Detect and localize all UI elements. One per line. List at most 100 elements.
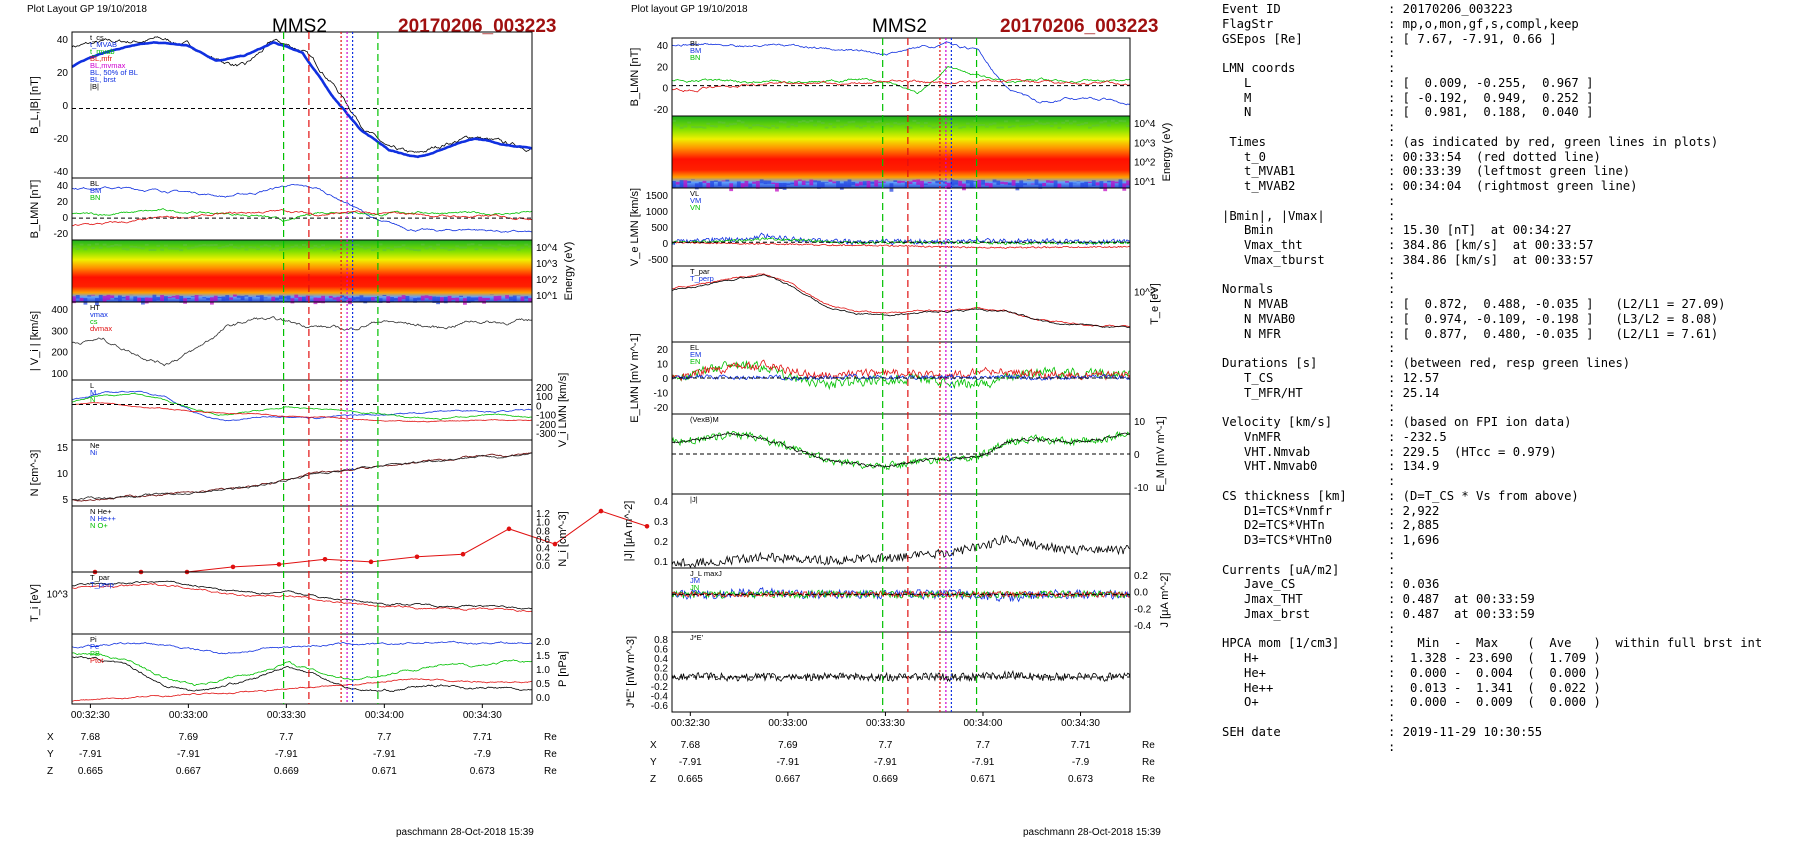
- info-row: Normals:: [1222, 282, 1802, 297]
- spectrogram-noise: [1068, 182, 1073, 189]
- spectrogram-streak: [206, 244, 210, 247]
- y-axis-label: E_LMN [mV m^-1]: [629, 333, 641, 423]
- info-row: Event ID: 20170206_003223: [1222, 2, 1802, 17]
- spectrogram-noise: [152, 294, 157, 301]
- spectrogram-streak: [187, 247, 191, 250]
- spectrogram-noise: [1000, 181, 1005, 184]
- info-row: He++: 0.013 - 1.341 ( 0.022 ): [1222, 681, 1802, 696]
- position-value: 0.673: [470, 766, 495, 777]
- spectrogram-noise: [466, 296, 471, 303]
- info-row: GSEpos [Re]: [ 7.67, -7.91, 0.66 ]: [1222, 32, 1802, 47]
- info-row: :: [1222, 341, 1802, 356]
- spectrogram-streak: [325, 247, 329, 250]
- spectrogram-noise: [710, 180, 714, 187]
- spectrogram-noise: [156, 297, 161, 301]
- y-tick-label: -0.6: [651, 701, 669, 712]
- info-value: : (between red, resp green lines): [1388, 356, 1631, 370]
- spectrogram-streak: [470, 243, 475, 246]
- series-line: [71, 583, 533, 613]
- info-row: :: [1222, 622, 1802, 637]
- y-tick-label: 0.2: [654, 663, 668, 674]
- spectrogram-noise: [824, 182, 829, 183]
- spectrogram-streak: [969, 125, 974, 128]
- spectrogram-noise: [340, 295, 345, 298]
- legend-entry: BM: [690, 46, 701, 55]
- spectrogram-streak: [309, 246, 314, 249]
- position-value: -7.91: [79, 749, 102, 760]
- info-row: LMN coords:: [1222, 61, 1802, 76]
- y-axis-label: T_e [eV]: [1149, 283, 1161, 325]
- series-line: [71, 678, 533, 702]
- spectrogram-noise: [401, 295, 406, 300]
- spectrogram-noise: [417, 297, 421, 300]
- spectrogram-noise: [336, 296, 341, 302]
- info-key: VHT.Nmvab0: [1222, 459, 1318, 474]
- spectrogram-streak: [1099, 121, 1104, 124]
- spectrogram-noise: [332, 297, 337, 300]
- spectrogram-streak: [733, 122, 737, 125]
- spectrogram-streak: [988, 123, 993, 126]
- spectrogram-noise: [855, 183, 860, 187]
- y-tick-label: 0.4: [654, 654, 668, 665]
- info-row: :: [1222, 268, 1802, 283]
- position-value: 7.7: [976, 740, 990, 751]
- spectrogram-noise: [114, 297, 118, 300]
- spectrogram-streak: [501, 244, 506, 247]
- info-value: : 2,885: [1388, 518, 1440, 533]
- position-value: 7.7: [377, 732, 391, 743]
- spectrogram-noise: [839, 183, 844, 190]
- spectrogram-noise: [482, 297, 486, 304]
- spectrogram-noise: [248, 296, 253, 302]
- spectrogram-noise: [351, 297, 356, 301]
- spectrogram-streak: [348, 244, 352, 247]
- spectrogram-noise: [862, 181, 867, 186]
- y-axis-label: N [cm^-3]: [29, 450, 41, 497]
- spectrogram-streak: [378, 243, 383, 246]
- spectrogram-noise: [294, 294, 299, 298]
- info-value: : (based on FPI ion data): [1388, 415, 1572, 429]
- spectrogram-noise: [91, 294, 95, 296]
- spectrogram-streak: [698, 126, 703, 129]
- spectrogram-noise: [984, 182, 989, 186]
- spectrogram-noise: [298, 296, 302, 302]
- series-line: [671, 241, 1131, 249]
- series-line: [671, 66, 1131, 95]
- spectrogram-noise: [210, 297, 214, 305]
- y-tick-label: 10^3: [47, 589, 69, 600]
- spectrogram-streak: [1046, 122, 1050, 125]
- info-value: : 0.000 - 0.009 ( 0.000 ): [1388, 695, 1601, 710]
- y-tick-label: 10^3: [1134, 138, 1156, 149]
- info-key: Event ID: [1222, 2, 1281, 16]
- spectrogram-streak: [931, 126, 936, 129]
- spectrogram-streak: [706, 122, 711, 125]
- info-value: : 0.013 - 1.341 ( 0.022 ): [1388, 680, 1601, 695]
- spectrogram-noise: [505, 295, 509, 299]
- spectrogram-streak: [229, 243, 233, 246]
- y-tick-label: -0.2: [651, 682, 669, 693]
- info-key: t_MVAB1: [1222, 164, 1296, 179]
- info-value: : 229.5 (HTcc = 0.979): [1388, 444, 1557, 459]
- spectrogram-streak: [263, 244, 268, 247]
- legend-entry: Ptot: [90, 656, 104, 665]
- info-row: :: [1222, 194, 1802, 209]
- info-row: O+: 0.000 - 0.009 ( 0.000 ): [1222, 695, 1802, 710]
- x-tick-label: 00:33:00: [768, 718, 807, 729]
- spectrogram-streak: [1030, 123, 1035, 126]
- spectrogram-noise: [509, 296, 513, 301]
- info-row: Velocity [km/s]: (based on FPI ion data): [1222, 415, 1802, 430]
- spectrogram-streak: [259, 245, 264, 248]
- info-value: :: [1388, 208, 1396, 223]
- spectrogram-streak: [148, 248, 153, 251]
- position-value: 0.669: [274, 766, 299, 777]
- spectrogram-noise: [1057, 183, 1062, 189]
- spectrogram-noise: [160, 295, 164, 302]
- panel-frame: [71, 177, 533, 241]
- spectrogram-streak: [1034, 120, 1039, 123]
- legend-entry: T_perp: [90, 580, 114, 589]
- legend-entry: JM: [690, 576, 700, 585]
- y-tick-label: -10: [1134, 483, 1149, 494]
- info-value: :: [1388, 621, 1396, 636]
- spectrogram-noise: [302, 296, 306, 302]
- spectrogram-streak: [1122, 120, 1127, 123]
